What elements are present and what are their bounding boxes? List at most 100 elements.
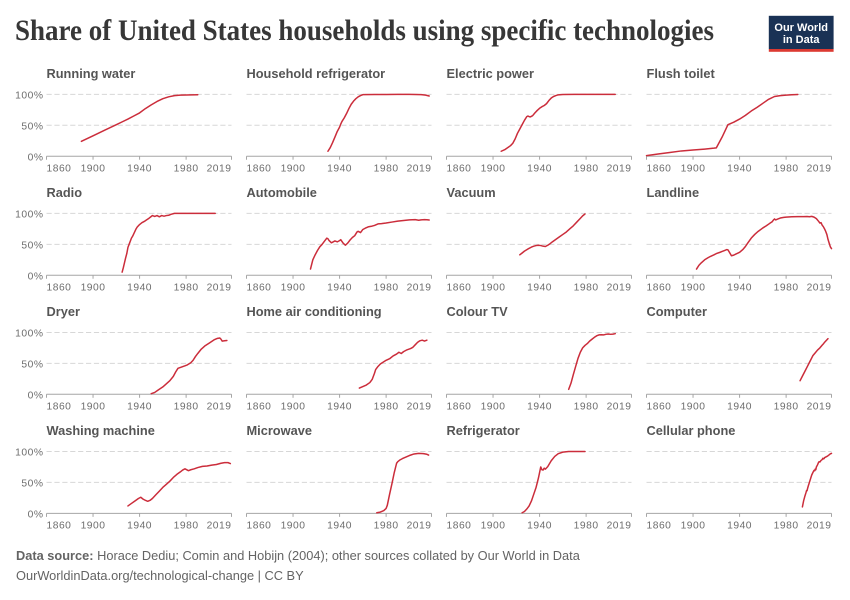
svg-text:1980: 1980: [374, 521, 399, 532]
svg-text:2019: 2019: [807, 521, 832, 532]
svg-text:50%: 50%: [21, 240, 43, 251]
svg-text:1980: 1980: [174, 402, 199, 413]
svg-text:2019: 2019: [207, 164, 232, 175]
svg-text:1860: 1860: [247, 283, 272, 294]
svg-text:Microwave: Microwave: [247, 423, 312, 438]
svg-text:in Data: in Data: [783, 34, 821, 46]
svg-text:1980: 1980: [374, 164, 399, 175]
svg-text:Our World: Our World: [774, 22, 828, 34]
svg-text:1980: 1980: [174, 283, 199, 294]
svg-text:1900: 1900: [481, 283, 506, 294]
svg-text:1940: 1940: [127, 521, 152, 532]
svg-text:1860: 1860: [247, 164, 272, 175]
svg-text:Radio: Radio: [47, 185, 83, 200]
svg-text:1980: 1980: [774, 164, 799, 175]
svg-text:1940: 1940: [127, 283, 152, 294]
svg-text:2019: 2019: [807, 164, 832, 175]
svg-text:1900: 1900: [481, 521, 506, 532]
svg-text:Data source: Horace Dediu; Com: Data source: Horace Dediu; Comin and Hob…: [16, 548, 581, 563]
svg-text:1860: 1860: [247, 521, 272, 532]
svg-text:0%: 0%: [28, 271, 44, 282]
svg-text:1940: 1940: [527, 283, 552, 294]
svg-text:1900: 1900: [281, 283, 306, 294]
svg-text:1860: 1860: [47, 164, 72, 175]
svg-text:Share of United States househo: Share of United States households using …: [15, 14, 714, 47]
svg-text:1940: 1940: [127, 402, 152, 413]
svg-text:50%: 50%: [21, 359, 43, 370]
svg-text:1940: 1940: [327, 521, 352, 532]
svg-text:Running water: Running water: [47, 66, 136, 81]
svg-text:2019: 2019: [607, 402, 632, 413]
svg-text:Dryer: Dryer: [47, 304, 80, 319]
svg-text:Flush toilet: Flush toilet: [647, 66, 716, 81]
svg-text:1940: 1940: [527, 402, 552, 413]
svg-text:2019: 2019: [807, 402, 832, 413]
svg-text:1860: 1860: [247, 402, 272, 413]
svg-text:1940: 1940: [527, 521, 552, 532]
svg-text:2019: 2019: [607, 521, 632, 532]
svg-text:1900: 1900: [681, 521, 706, 532]
svg-text:0%: 0%: [28, 509, 44, 520]
svg-text:1860: 1860: [647, 283, 672, 294]
svg-text:2019: 2019: [807, 283, 832, 294]
svg-text:1900: 1900: [81, 521, 106, 532]
svg-text:2019: 2019: [407, 521, 432, 532]
svg-text:Electric power: Electric power: [447, 66, 534, 81]
svg-text:0%: 0%: [28, 390, 44, 401]
svg-text:2019: 2019: [607, 164, 632, 175]
svg-text:1860: 1860: [647, 164, 672, 175]
svg-text:1940: 1940: [727, 283, 752, 294]
svg-text:1940: 1940: [727, 521, 752, 532]
svg-text:1860: 1860: [47, 283, 72, 294]
svg-text:1980: 1980: [774, 521, 799, 532]
svg-text:1940: 1940: [527, 164, 552, 175]
svg-text:1980: 1980: [574, 283, 599, 294]
svg-text:1980: 1980: [574, 402, 599, 413]
svg-text:1900: 1900: [281, 521, 306, 532]
svg-text:1860: 1860: [647, 521, 672, 532]
svg-text:1940: 1940: [127, 164, 152, 175]
svg-text:2019: 2019: [607, 283, 632, 294]
svg-text:1860: 1860: [647, 402, 672, 413]
svg-text:1900: 1900: [81, 402, 106, 413]
svg-text:2019: 2019: [407, 283, 432, 294]
svg-text:1980: 1980: [574, 521, 599, 532]
svg-text:100%: 100%: [15, 329, 43, 340]
svg-text:1860: 1860: [447, 283, 472, 294]
svg-text:Refrigerator: Refrigerator: [447, 423, 520, 438]
svg-text:Landline: Landline: [647, 185, 700, 200]
svg-text:2019: 2019: [407, 402, 432, 413]
svg-text:1860: 1860: [47, 521, 72, 532]
svg-text:OurWorldinData.org/technologic: OurWorldinData.org/technological-change …: [16, 568, 304, 583]
svg-text:Vacuum: Vacuum: [447, 185, 496, 200]
svg-text:1900: 1900: [681, 164, 706, 175]
svg-text:100%: 100%: [15, 90, 43, 101]
svg-text:2019: 2019: [207, 402, 232, 413]
svg-text:1860: 1860: [47, 402, 72, 413]
svg-text:Computer: Computer: [647, 304, 707, 319]
svg-text:2019: 2019: [207, 521, 232, 532]
svg-text:100%: 100%: [15, 210, 43, 221]
svg-text:2019: 2019: [407, 164, 432, 175]
svg-text:2019: 2019: [207, 283, 232, 294]
svg-text:1980: 1980: [374, 402, 399, 413]
svg-text:50%: 50%: [21, 121, 43, 132]
svg-text:1980: 1980: [574, 164, 599, 175]
svg-text:1980: 1980: [374, 283, 399, 294]
svg-text:Household refrigerator: Household refrigerator: [247, 66, 386, 81]
svg-text:1860: 1860: [447, 164, 472, 175]
svg-text:1900: 1900: [281, 402, 306, 413]
svg-text:1940: 1940: [327, 164, 352, 175]
svg-text:1900: 1900: [481, 164, 506, 175]
svg-text:1940: 1940: [727, 164, 752, 175]
svg-text:50%: 50%: [21, 479, 43, 490]
svg-text:1900: 1900: [81, 164, 106, 175]
svg-text:1980: 1980: [774, 283, 799, 294]
svg-text:Cellular phone: Cellular phone: [647, 423, 736, 438]
svg-text:1940: 1940: [327, 402, 352, 413]
svg-text:1980: 1980: [174, 164, 199, 175]
svg-text:Colour TV: Colour TV: [447, 304, 509, 319]
svg-text:Home air conditioning: Home air conditioning: [247, 304, 382, 319]
svg-text:1860: 1860: [447, 521, 472, 532]
svg-text:1900: 1900: [481, 402, 506, 413]
